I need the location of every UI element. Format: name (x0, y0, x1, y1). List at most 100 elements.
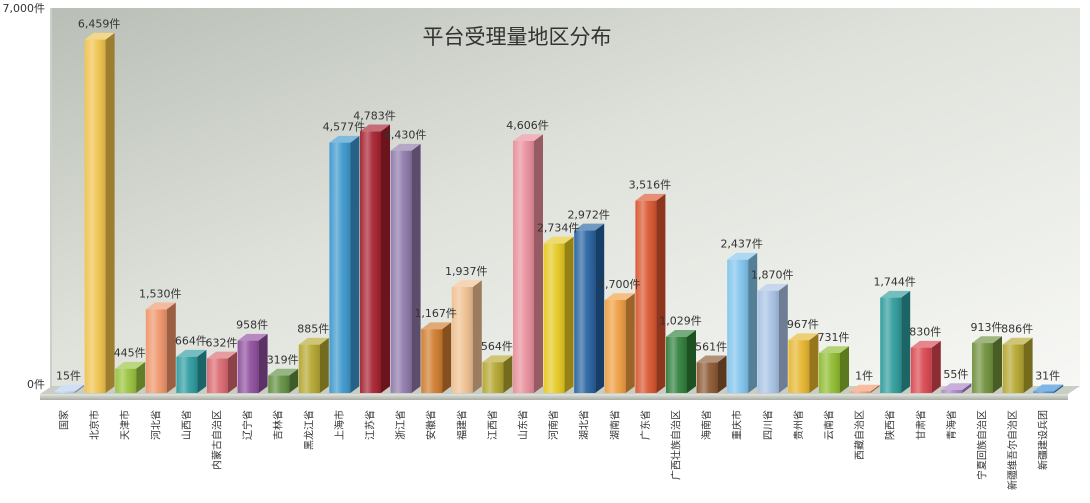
bar (421, 322, 452, 393)
chart-title: 平台受理量地区分布 (423, 25, 612, 49)
bar (635, 193, 666, 393)
value-label: 885件 (297, 323, 329, 336)
bar (941, 383, 972, 393)
plot-floor-front (40, 394, 1068, 400)
bar (268, 368, 299, 393)
value-label: 967件 (787, 318, 819, 331)
bar (115, 361, 146, 393)
value-label: 3,516件 (629, 179, 672, 192)
category-label: 浙江省 (394, 410, 407, 440)
bar (84, 32, 115, 393)
value-label: 958件 (236, 319, 268, 332)
value-label: 731件 (818, 331, 850, 344)
bar (849, 384, 880, 393)
value-label: 1,700件 (598, 278, 641, 291)
value-label: 445件 (114, 347, 146, 360)
category-label: 重庆市 (731, 410, 744, 440)
value-label: 1,029件 (659, 315, 702, 328)
value-label: 561件 (695, 340, 727, 353)
bar (1033, 384, 1064, 393)
value-label: 2,437件 (720, 238, 763, 251)
value-label: 319件 (267, 354, 299, 367)
category-label: 山东省 (517, 410, 530, 440)
category-label: 内蒙古自治区 (211, 410, 224, 470)
y-tick-label-min: 0件 (27, 378, 45, 391)
category-label: 山西省 (180, 410, 193, 440)
category-label: 甘肃省 (914, 410, 927, 440)
category-label: 陕西省 (884, 410, 897, 440)
value-label: 664件 (175, 335, 207, 348)
bar (1002, 337, 1033, 393)
category-label: 黑龙江省 (302, 410, 315, 450)
value-label: 886件 (1001, 323, 1033, 336)
bar (819, 346, 849, 393)
value-label: 830件 (909, 326, 941, 339)
value-label: 4,783件 (353, 109, 396, 122)
value-label: 1件 (855, 370, 873, 383)
category-label: 福建省 (455, 410, 468, 440)
category-label: 国家 (58, 410, 71, 430)
bar (298, 337, 329, 393)
y-tick-label-max: 7,000件 (3, 2, 46, 15)
category-label: 辽宁省 (241, 410, 254, 440)
value-label: 2,734件 (537, 221, 580, 234)
bar (972, 336, 1002, 393)
category-label: 新疆维吾尔自治区 (1006, 410, 1019, 490)
category-label: 湖北省 (578, 410, 591, 440)
category-label: 湖南省 (608, 410, 621, 440)
bar (176, 349, 207, 393)
category-label: 青海省 (945, 410, 958, 440)
category-label: 安徽省 (425, 410, 438, 440)
bar (604, 293, 635, 393)
value-label: 4,430件 (384, 129, 427, 142)
bar (360, 124, 390, 393)
bar (145, 302, 176, 393)
bar (910, 340, 941, 393)
value-label: 6,459件 (78, 18, 121, 31)
category-label: 广西壮族自治区 (670, 410, 683, 480)
value-label: 31件 (1035, 369, 1060, 382)
category-label: 宁夏回族自治区 (976, 410, 989, 480)
bar (757, 283, 788, 393)
bars-group (54, 32, 1064, 394)
category-label: 河南省 (547, 410, 560, 440)
value-label: 1,744件 (873, 276, 916, 289)
value-label: 15件 (56, 370, 81, 383)
category-label: 贵州省 (792, 410, 805, 440)
value-label: 1,870件 (751, 269, 794, 282)
category-label: 海南省 (700, 410, 713, 440)
bar (574, 223, 605, 393)
value-label: 55件 (943, 368, 968, 381)
bar (329, 135, 360, 394)
bar (451, 280, 482, 393)
category-label: 江西省 (486, 410, 499, 440)
category-label: 天津市 (119, 410, 132, 440)
category-label: 四川省 (761, 410, 774, 440)
category-label: 西藏自治区 (853, 410, 866, 460)
bar (237, 333, 268, 393)
value-label: 913件 (971, 321, 1003, 334)
bar (666, 329, 696, 393)
bar (727, 252, 758, 393)
value-label: 564件 (481, 340, 513, 353)
value-label: 632件 (206, 336, 238, 349)
value-label: 4,606件 (506, 119, 549, 132)
bar (696, 355, 727, 393)
value-label: 1,937件 (445, 265, 488, 278)
bar (880, 290, 911, 393)
value-label: 1,167件 (414, 307, 457, 320)
category-label: 河北省 (149, 410, 162, 440)
bar (54, 384, 84, 393)
value-label: 1,530件 (139, 287, 182, 300)
category-label: 吉林省 (272, 410, 285, 440)
bar (513, 134, 543, 393)
bar (207, 351, 237, 393)
category-label: 上海市 (333, 410, 346, 440)
bar (788, 333, 819, 393)
category-label: 新疆建设兵团 (1037, 410, 1050, 470)
bar (390, 143, 421, 393)
category-label: 广东省 (639, 410, 652, 440)
category-label: 江苏省 (364, 410, 377, 440)
